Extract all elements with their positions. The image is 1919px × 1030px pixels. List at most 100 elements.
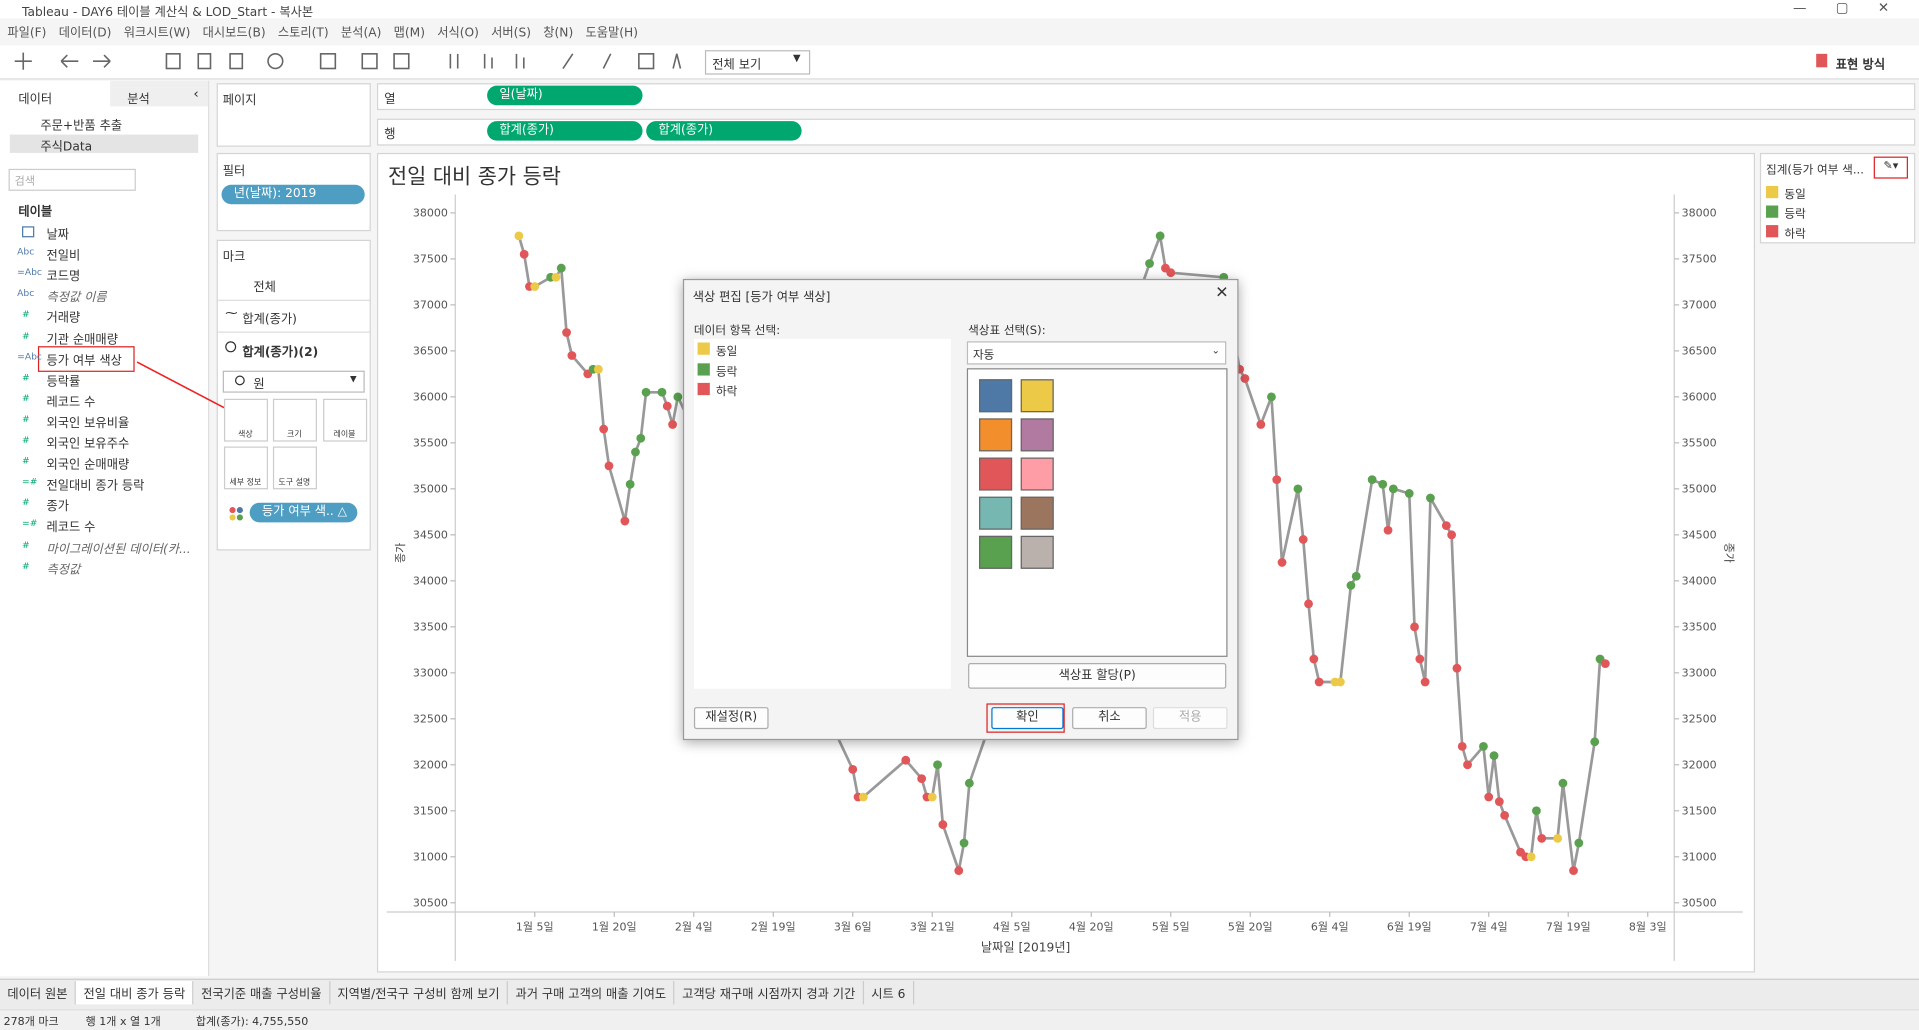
menu-item[interactable]: 창(N) — [543, 26, 574, 41]
x-tick-label: 3월 21일 — [910, 919, 955, 933]
tab-data[interactable]: 데이터 — [18, 92, 53, 107]
sheet-tab[interactable]: 시트 6 — [864, 981, 914, 1005]
show-me[interactable]: 표현 방식 — [1835, 58, 1886, 73]
item-label[interactable]: 동일 — [715, 344, 738, 359]
sheet-tabs: 데이터 원본 전일 대비 종가 등락 전국기준 매출 구성비율 지역별/전국구 구성비… — [0, 981, 914, 1005]
data-point — [1378, 479, 1388, 489]
field[interactable]: 날짜 — [46, 228, 70, 243]
ok-button[interactable]: 확인 — [991, 707, 1064, 730]
palette-swatch[interactable] — [979, 535, 1013, 569]
dialog-close[interactable]: ✕ — [1215, 283, 1229, 303]
field[interactable]: 코드명 — [46, 270, 81, 285]
sheet-tab[interactable]: 전국기준 매출 구성비율 — [194, 981, 331, 1005]
field[interactable]: 기관 순매매량 — [46, 333, 118, 347]
x-tick-label: 7월 4일 — [1470, 919, 1508, 933]
palette-swatch[interactable] — [1020, 457, 1054, 491]
menu-item[interactable]: 데이터(D) — [58, 26, 112, 41]
marks-all[interactable]: 전체 — [253, 281, 276, 295]
search-box[interactable] — [8, 168, 136, 191]
source[interactable]: 주문+반품 추출 — [40, 119, 123, 134]
mark-button[interactable] — [223, 398, 269, 442]
window-controls[interactable]: —▢✕ — [1792, 0, 1919, 16]
sheet-tab[interactable]: 과거 구매 고객의 매출 기여도 — [508, 981, 675, 1005]
marks-line[interactable]: 합계(종가) — [242, 313, 297, 327]
dropdown-arrow: ▼ — [350, 374, 357, 385]
field[interactable]: 종가 — [46, 500, 70, 515]
palette-swatch[interactable] — [979, 418, 1013, 452]
sheet-tab[interactable]: 지역별/전국구 구성비 함께 보기 — [330, 981, 509, 1005]
field[interactable]: 등가 여부 색상 — [46, 354, 122, 368]
field[interactable]: 외국인 순매매량 — [46, 458, 130, 473]
menu-item[interactable]: 도움말(H) — [585, 26, 639, 41]
fit-dropdown[interactable] — [704, 50, 811, 75]
sheet-tab[interactable]: 고객당 재구매 시점까지 경과 기간 — [675, 981, 864, 1005]
source[interactable]: 주식Data — [40, 140, 93, 155]
palette-swatch[interactable] — [979, 457, 1013, 491]
item-label[interactable]: 등락 — [715, 365, 738, 379]
sheet-tab[interactable]: 데이터 원본 — [0, 981, 77, 1005]
row-pill[interactable]: 합계(종가) — [646, 121, 802, 141]
palette-swatch[interactable] — [1020, 496, 1054, 530]
color-pill[interactable]: 등가 여부 색.. △ — [249, 502, 358, 523]
color-icon — [229, 506, 244, 521]
menu-item[interactable]: 서식(O) — [437, 26, 479, 41]
chart-title: 전일 대비 종가 등락 — [388, 164, 561, 188]
assign-palette[interactable]: 색상표 할당(P) — [968, 663, 1227, 689]
menu-item[interactable]: 맵(M) — [393, 26, 425, 41]
tab-analysis[interactable]: 분석 — [127, 92, 150, 107]
menu-item[interactable]: 파일(F) — [7, 26, 47, 41]
palette-swatch[interactable] — [1020, 535, 1054, 569]
mark-button[interactable] — [223, 446, 269, 490]
y-tick-label: 33000 — [413, 666, 448, 679]
item-label[interactable]: 하락 — [715, 385, 738, 399]
column-pill[interactable]: 일(날짜) — [487, 85, 643, 106]
field[interactable]: 측정값 이름 — [46, 291, 107, 305]
menu-item[interactable]: 워크시트(W) — [123, 26, 191, 41]
field[interactable]: 레코드 수 — [46, 396, 96, 410]
data-point — [1388, 484, 1398, 494]
field[interactable]: 마이그레이션된 데이터(카... — [46, 542, 191, 556]
menu-item[interactable]: 대시보드(B) — [202, 26, 266, 41]
mark-button[interactable] — [323, 398, 368, 442]
field-icon: =Abc — [17, 266, 42, 278]
mark-type[interactable] — [222, 370, 365, 393]
palette-swatch[interactable] — [1020, 379, 1054, 413]
marks-circle[interactable]: 합계(종가)(2) — [242, 346, 319, 360]
palette-swatch[interactable] — [1020, 418, 1054, 452]
mark-button[interactable] — [272, 398, 317, 442]
data-point — [625, 479, 635, 489]
menu-item[interactable]: 서버(S) — [491, 26, 532, 41]
data-point — [1600, 659, 1610, 669]
field[interactable]: 외국인 보유주수 — [46, 437, 130, 452]
field[interactable]: 전일비 — [46, 249, 81, 264]
data-point — [657, 387, 667, 397]
mark-button[interactable] — [272, 446, 317, 490]
toolbar — [0, 45, 1919, 80]
cancel-button[interactable]: 취소 — [1072, 707, 1147, 730]
data-pane — [0, 80, 210, 977]
filter-pill[interactable]: 년(날짜): 2019 — [221, 184, 365, 205]
palette-swatch[interactable] — [979, 496, 1013, 530]
data-point — [1298, 535, 1308, 544]
reset-button[interactable]: 재설정(R) — [693, 707, 769, 730]
sheet-tab[interactable]: 전일 대비 종가 등락 — [76, 981, 194, 1005]
legend-menu[interactable]: ✎▾ — [1873, 156, 1908, 179]
menu-item[interactable]: 스토리(T) — [277, 26, 329, 41]
field[interactable]: 거래량 — [46, 312, 81, 326]
apply-button[interactable]: 적용 — [1152, 707, 1228, 730]
menu-item[interactable]: 분석(A) — [340, 26, 382, 41]
palette-swatch[interactable] — [979, 379, 1013, 413]
data-point — [901, 755, 911, 765]
field[interactable]: 외국인 보유비율 — [46, 417, 130, 431]
row-pill[interactable]: 합계(종가) — [487, 121, 643, 141]
field[interactable]: 등락률 — [46, 375, 81, 389]
data-point — [662, 401, 672, 411]
x-tick-label: 1월 5일 — [516, 919, 554, 933]
field[interactable]: 레코드 수 — [46, 521, 96, 536]
data-point — [1494, 797, 1504, 806]
collapse[interactable]: ‹ — [193, 85, 199, 102]
field[interactable]: 전일대비 종가 등락 — [46, 479, 145, 494]
palette-dropdown[interactable] — [966, 341, 1227, 365]
field-icon: Abc — [17, 245, 35, 258]
field[interactable]: 측정값 — [46, 563, 81, 577]
